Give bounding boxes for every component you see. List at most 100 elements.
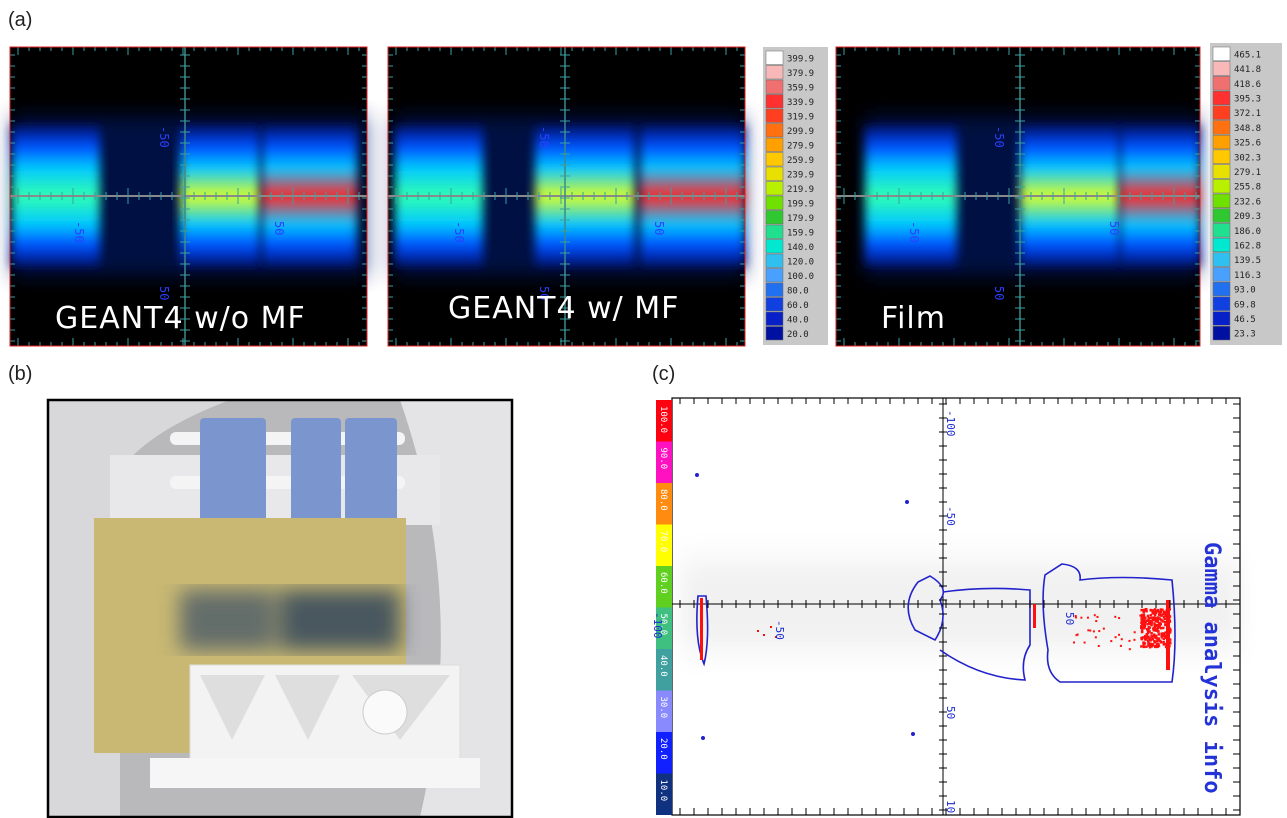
failure-dot [1155, 625, 1158, 628]
colorbar-swatch [1213, 121, 1230, 135]
failure-dot [1128, 640, 1130, 642]
colorbar-label: 93.0 [1234, 286, 1256, 296]
colorbar-label: 199.9 [787, 199, 814, 209]
colorbar-swatch [766, 196, 783, 210]
colorbar-swatch [1213, 150, 1230, 164]
dose-map: -50-505050GEANT4 w/o MF [10, 47, 367, 346]
colorbar-label: 100.0 [787, 272, 814, 282]
colorbar-swatch [1213, 223, 1230, 237]
film-dose [180, 590, 400, 650]
failure-dot [1145, 638, 1148, 641]
panel-label: (c) [652, 363, 675, 385]
failure-dot [1157, 639, 1160, 642]
map-caption: GEANT4 w/ MF [448, 291, 679, 326]
failure-dot [1147, 615, 1150, 618]
failure-edge [700, 598, 703, 660]
failure-dot [1157, 630, 1160, 633]
failure-dot [1115, 636, 1117, 638]
colorbar-label: 20.0 [658, 738, 668, 760]
info-text: Gamma analysis info [1199, 542, 1224, 794]
colorbar-label: 60.0 [658, 572, 668, 594]
failure-dot [1154, 641, 1157, 644]
colorbar-label: 179.9 [787, 214, 814, 224]
failure-dot [763, 634, 765, 636]
failure-dot [1143, 627, 1146, 630]
failure-dot [1075, 634, 1077, 636]
failure-edge [1166, 600, 1170, 670]
dose-map: -50-505050GEANT4 w/ MF [388, 47, 745, 346]
failure-dot [1160, 619, 1163, 622]
colorbar-swatch [766, 153, 783, 167]
failure-dot [1149, 620, 1152, 623]
colorbar-label: 372.1 [1234, 109, 1261, 119]
failure-dot [757, 630, 759, 632]
contour-dot [701, 736, 705, 740]
failure-dot [1158, 613, 1161, 616]
axis-label: -50 [992, 126, 1006, 148]
failure-dot [1103, 628, 1105, 630]
colorbar-label: 116.3 [1234, 271, 1261, 281]
axis-label: 50 [157, 286, 171, 300]
photo [48, 400, 512, 817]
axis-label: 50 [1063, 612, 1076, 625]
colorbar-swatch [1213, 268, 1230, 282]
failure-dot [1157, 619, 1160, 622]
failure-dot [1144, 608, 1147, 611]
colorbar-label: 23.3 [1234, 330, 1256, 340]
colorbar-label: 379.9 [787, 69, 814, 79]
failure-dot [1089, 630, 1091, 632]
colorbar-swatch [766, 124, 783, 138]
failure-dot [1163, 616, 1166, 619]
colorbar-label: 219.9 [787, 185, 814, 195]
colorbar-swatch [766, 211, 783, 225]
failure-dot [1155, 612, 1158, 615]
block [291, 418, 341, 522]
colorbar-swatch [1213, 165, 1230, 179]
colorbar-label: 259.9 [787, 156, 814, 166]
failure-dot [1162, 627, 1165, 630]
colorbar-label: 395.3 [1234, 94, 1261, 104]
failure-dot [1153, 629, 1156, 632]
colorbar-swatch [1213, 282, 1230, 296]
colorbar-label: 465.1 [1234, 50, 1261, 60]
failure-dot [1152, 638, 1155, 641]
failure-dot [1147, 617, 1150, 620]
colorbar-swatch [766, 95, 783, 109]
failure-dot [1095, 636, 1097, 638]
colorbar-label: 40.0 [658, 655, 668, 677]
colorbar-swatch [766, 66, 783, 80]
colorbar-label: 418.6 [1234, 80, 1261, 90]
failure-dot [1118, 634, 1120, 636]
colorbar-label: 46.5 [1234, 315, 1256, 325]
colorbar-swatch [1213, 253, 1230, 267]
figure: (a) (b) (c) -50-505050GEANT4 w/o MF-50-5… [0, 0, 1287, 818]
failure-dot [1149, 643, 1152, 646]
colorbar-swatch [1213, 297, 1230, 311]
failure-dot [1143, 646, 1146, 649]
colorbar-label: 399.9 [787, 54, 814, 64]
failure-dot [1080, 617, 1082, 619]
failure-dot [1093, 630, 1095, 632]
colorbar-swatch [766, 327, 783, 341]
axis-label: -50 [452, 221, 466, 243]
colorbar-label: 40.0 [787, 315, 809, 325]
colorbar-label: 239.9 [787, 170, 814, 180]
phantom-base [150, 758, 480, 788]
failure-dot [1152, 617, 1155, 620]
colorbar-label: 325.6 [1234, 139, 1261, 149]
failure-dot [1155, 637, 1158, 640]
failure-dot [1156, 644, 1159, 647]
failure-dot [1139, 615, 1141, 617]
failure-dot [1110, 640, 1112, 642]
failure-dot [1147, 629, 1150, 632]
colorbar: 465.1441.8418.6395.3372.1348.8325.6302.3… [1210, 43, 1282, 345]
axis-label: 50 [944, 706, 957, 719]
failure-dot [1151, 611, 1154, 614]
gamma-map: 100.090.080.070.060.050.040.030.020.010.… [651, 398, 1240, 815]
failure-dot [1161, 609, 1164, 612]
colorbar-swatch [1213, 106, 1230, 120]
map-caption: GEANT4 w/o MF [55, 301, 306, 336]
colorbar-swatch [1213, 76, 1230, 90]
colorbar: 399.9379.9359.9339.9319.9299.9279.9259.9… [763, 47, 828, 345]
colorbar-label: 348.8 [1234, 124, 1261, 134]
